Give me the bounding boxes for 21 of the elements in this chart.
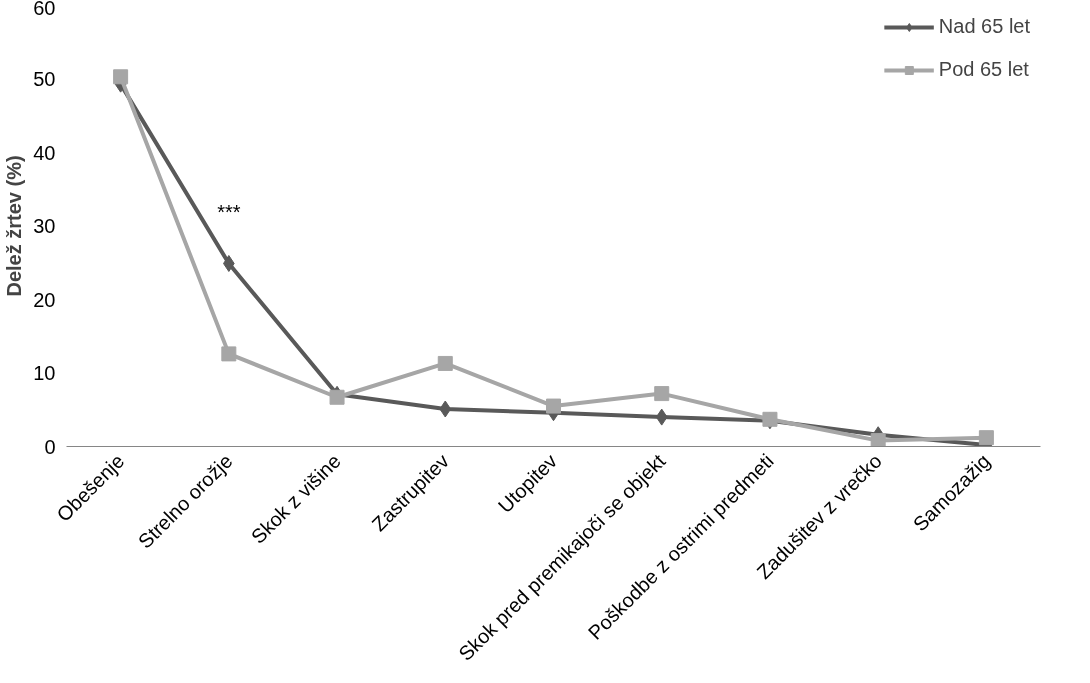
point bbox=[221, 346, 237, 362]
point bbox=[546, 398, 561, 414]
y-tick-label: 40 bbox=[33, 141, 56, 164]
point bbox=[329, 389, 345, 405]
point bbox=[978, 430, 994, 446]
y-tick-label: 10 bbox=[33, 362, 56, 384]
point bbox=[655, 408, 668, 426]
point bbox=[654, 386, 670, 402]
y-tick-label: 50 bbox=[33, 68, 56, 90]
annotation: *** bbox=[217, 201, 241, 224]
y-axis-title: Delež žrtev (%) bbox=[3, 155, 26, 297]
y-tick-label: 30 bbox=[33, 215, 56, 237]
point bbox=[113, 69, 129, 85]
legend-label: Pod 65 let bbox=[938, 58, 1029, 81]
y-tick-label: 60 bbox=[33, 0, 56, 19]
point bbox=[870, 433, 886, 447]
y-tick-label: 20 bbox=[33, 288, 56, 311]
y-tick-label: 0 bbox=[44, 435, 56, 458]
point bbox=[439, 400, 452, 418]
point bbox=[437, 355, 453, 371]
legend-label: Nad 65 let bbox=[938, 15, 1030, 38]
